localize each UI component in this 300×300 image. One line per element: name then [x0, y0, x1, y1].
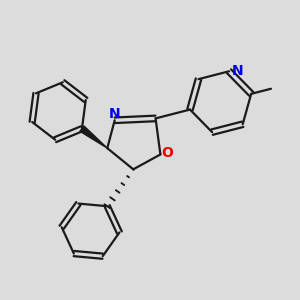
Text: O: O — [161, 146, 173, 160]
Text: N: N — [231, 64, 243, 78]
Polygon shape — [80, 126, 107, 148]
Text: N: N — [109, 106, 121, 121]
